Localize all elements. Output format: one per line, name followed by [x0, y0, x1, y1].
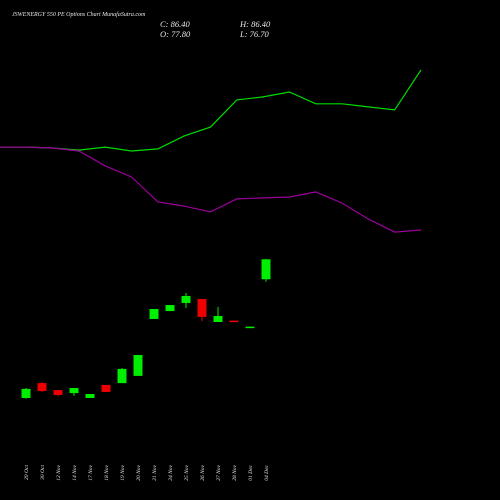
x-tick-label: 24 Nov	[167, 464, 174, 480]
x-tick-label: 01 Dec	[248, 464, 254, 480]
candle-body	[117, 368, 127, 384]
x-tick-label: 04 Dec	[263, 464, 270, 480]
x-tick-label: 26 Nov	[200, 464, 206, 480]
candle-body	[53, 390, 63, 395]
candle-body	[229, 320, 239, 323]
candle-body	[245, 326, 255, 329]
x-tick-label: 27 Nov	[216, 464, 222, 480]
x-tick-label: 25 Nov	[184, 464, 190, 480]
x-tick-label: 30 Oct	[40, 465, 46, 481]
candle-body	[101, 384, 111, 392]
x-tick-label: 20 Nov	[136, 464, 142, 480]
candle-body	[213, 315, 223, 322]
candle-body	[21, 388, 31, 398]
x-tick-label: 18 Nov	[104, 464, 110, 480]
candle-body	[261, 259, 271, 280]
indicator-line	[0, 146, 422, 233]
open-label: O: 77.80	[160, 29, 191, 39]
x-tick-label: 17 Nov	[88, 464, 94, 480]
x-tick-label: 29 Oct	[24, 465, 30, 480]
x-tick-label: 21 Nov	[152, 464, 158, 480]
low-label: L: 76.70	[239, 29, 270, 39]
x-tick-label: 19 Nov	[120, 464, 126, 480]
x-tick-label: 28 Nov	[232, 464, 238, 480]
x-tick-label: 14 Nov	[71, 464, 78, 480]
candle-body	[37, 383, 47, 391]
chart-title: JSWENERGY 550 PE Options Chart MunafaSut…	[12, 11, 146, 18]
candle-body	[69, 387, 79, 394]
candle-body	[85, 394, 95, 398]
candle-body	[197, 299, 207, 317]
indicator-line	[0, 69, 422, 152]
x-tick-label: 12 Nov	[56, 464, 62, 480]
candle-body	[133, 354, 143, 376]
candle-body	[149, 308, 159, 319]
candle-body	[181, 295, 191, 303]
high-label: H: 86.40	[239, 19, 271, 29]
close-label: C: 86.40	[160, 19, 191, 29]
candle-body	[165, 305, 175, 312]
